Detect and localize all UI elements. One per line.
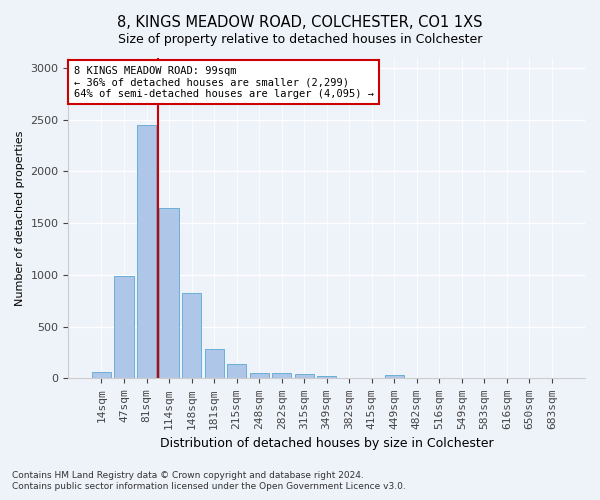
Bar [160,208,179,378]
Text: 8, KINGS MEADOW ROAD, COLCHESTER, CO1 1XS: 8, KINGS MEADOW ROAD, COLCHESTER, CO1 1X… [117,15,483,30]
X-axis label: Distribution of detached houses by size in Colchester: Distribution of detached houses by size … [160,437,494,450]
Bar [295,374,314,378]
Y-axis label: Number of detached properties: Number of detached properties [15,130,25,306]
Bar [250,373,269,378]
Bar [182,292,201,378]
Bar [317,376,336,378]
Bar [227,364,246,378]
Bar [272,373,291,378]
Bar [115,276,134,378]
Bar [385,375,404,378]
Bar [137,125,156,378]
Text: Size of property relative to detached houses in Colchester: Size of property relative to detached ho… [118,32,482,46]
Text: Contains public sector information licensed under the Open Government Licence v3: Contains public sector information licen… [12,482,406,491]
Text: 8 KINGS MEADOW ROAD: 99sqm
← 36% of detached houses are smaller (2,299)
64% of s: 8 KINGS MEADOW ROAD: 99sqm ← 36% of deta… [74,66,374,98]
Bar [92,372,111,378]
Bar [205,349,224,378]
Text: Contains HM Land Registry data © Crown copyright and database right 2024.: Contains HM Land Registry data © Crown c… [12,470,364,480]
